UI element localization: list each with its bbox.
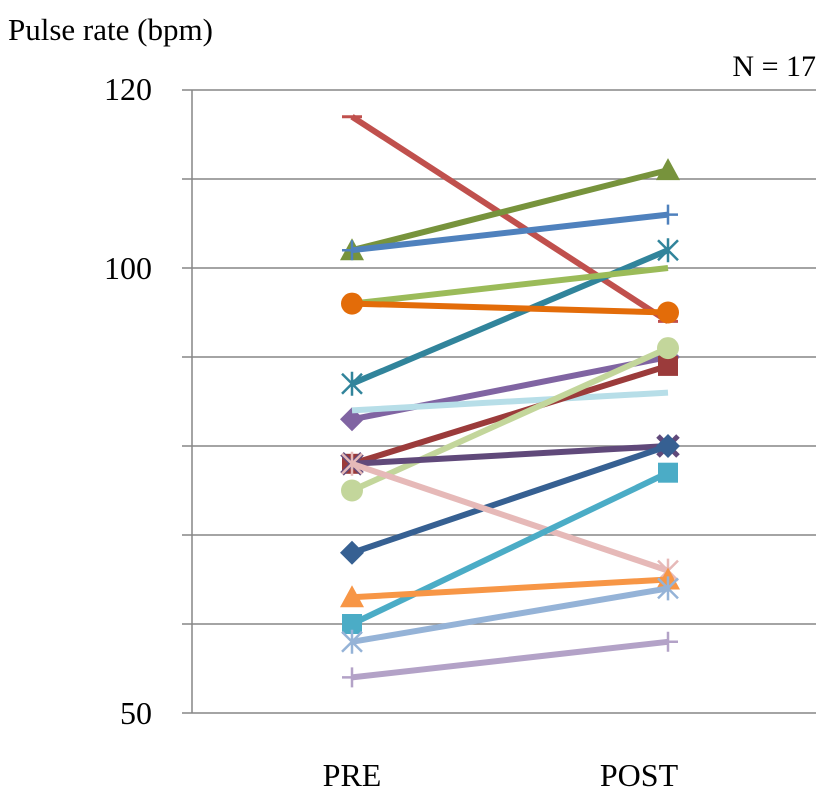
series-10-pre-point [341,479,363,502]
series-2-line [351,167,669,254]
series-6-pre-point [341,292,363,315]
series-15-line [351,576,669,601]
y-tick-label-50: 50 [120,695,152,731]
series-13-pre-point [341,451,363,476]
series-14 [342,462,678,634]
series-7-pre-point [340,407,364,432]
gridlines [182,89,816,714]
series-9-line [351,363,669,467]
series-1-line [350,114,670,324]
x-tick-label-post: POST [600,757,679,793]
series-16 [341,576,679,654]
series-16-pre-point [341,629,363,654]
series-14-pre-point [342,614,362,634]
series-3-pre-point [342,240,362,261]
series-17-pre-point [342,667,362,688]
series-11-line [351,443,669,467]
y-tick-label-100: 100 [104,250,152,286]
series-9-post-point [658,355,678,376]
series-16-post-point [657,576,679,601]
series-3-line [351,211,669,254]
series-2-post-point [656,158,680,181]
series-8 [351,389,669,414]
series-12-pre-point [340,540,364,565]
series-12-line [351,443,669,556]
series-10-line [350,345,670,494]
series-10-post-point [657,337,679,360]
series-8-line [351,389,669,414]
series-6 [341,292,679,324]
series-17-line [351,638,669,681]
series-3-post-point [658,204,678,225]
y-tick-label-120: 120 [104,71,152,107]
series-11 [340,434,680,476]
series-5-line [351,265,669,307]
series-4 [341,238,679,396]
series-12-post-point [656,434,680,458]
series-lines [340,114,680,688]
series-4-pre-point [341,371,363,396]
sample-size-annotation: N = 17 [732,50,816,83]
x-tick-label-pre: PRE [323,757,382,793]
series-10 [341,337,679,502]
series-15-pre-point [340,585,364,608]
series-5 [351,265,669,307]
series-14-line [350,469,670,627]
series-6-post-point [657,301,679,324]
series-17-post-point [658,631,678,652]
series-14-post-point [658,462,678,483]
series-3 [342,204,678,261]
series-15 [340,567,680,608]
series-13-line [351,460,669,574]
series-17 [342,631,678,688]
series-12 [340,434,680,565]
y-axis-label: Pulse rate (bpm) [8,12,213,47]
series-4-post-point [657,238,679,263]
series-16-line [351,585,669,645]
series-6-line [351,300,669,316]
